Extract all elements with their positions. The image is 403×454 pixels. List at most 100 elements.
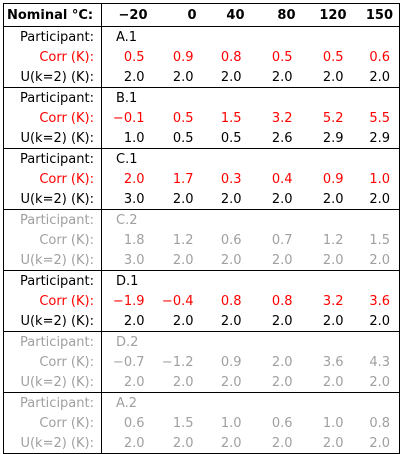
participant-label: Participant: <box>3 392 102 413</box>
uncertainty-value: 2.0 <box>352 433 400 454</box>
uncertainty-value: 2.0 <box>202 189 251 210</box>
correction-value: 0.8 <box>352 413 400 433</box>
uncertainty-label: U(k=2) (K): <box>3 372 102 393</box>
uncertainty-value: 2.0 <box>153 250 203 271</box>
uncertainty-value: 3.0 <box>101 189 154 210</box>
uncertainty-value: 2.0 <box>153 67 203 88</box>
correction-value: 0.8 <box>220 49 242 65</box>
correction-value: −1.9 <box>112 293 145 309</box>
correction-value: 4.3 <box>352 352 400 372</box>
uncertainty-row: U(k=2) (K): 1.0 0.5 0.5 2.6 2.9 2.9 <box>3 128 400 149</box>
uncertainty-label: U(k=2) (K): <box>3 67 102 88</box>
correction-value: 1.5 <box>352 230 400 250</box>
correction-value: 1.5 <box>172 415 194 431</box>
correction-value: 1.0 <box>322 415 344 431</box>
uncertainty-label: U(k=2) (K): <box>3 250 102 271</box>
correction-row: Corr (K): −0.7 −1.2 0.9 2.0 3.6 4.3 <box>3 352 400 372</box>
uncertainty-value: 2.0 <box>202 67 251 88</box>
uncertainty-label: U(k=2) (K): <box>3 433 102 454</box>
correction-value: 0.8 <box>220 293 242 309</box>
uncertainty-value: 0.5 <box>153 128 203 149</box>
correction-value: 2.0 <box>271 354 293 370</box>
uncertainty-value: 2.0 <box>352 311 400 332</box>
participant-block: Participant: A.1 Corr (K): 0.5 0.9 0.8 0.5 0.5 0… <box>3 26 400 88</box>
uncertainty-value: 2.0 <box>250 433 302 454</box>
correction-value: 0.5 <box>123 49 145 65</box>
participant-row: Participant: A.1 <box>3 26 400 47</box>
correction-label: Corr (K): <box>3 230 102 250</box>
participant-name: C.1 <box>101 148 400 169</box>
correction-value: 1.2 <box>322 232 344 248</box>
uncertainty-value: 2.0 <box>101 372 154 393</box>
participant-label: Participant: <box>3 26 102 47</box>
uncertainty-label: U(k=2) (K): <box>3 128 102 149</box>
uncertainty-value: 2.0 <box>352 189 400 210</box>
correction-value: 0.9 <box>220 354 242 370</box>
temp-header: 40 <box>202 3 251 27</box>
participant-name: D.1 <box>101 270 400 291</box>
correction-value: 0.6 <box>271 415 293 431</box>
correction-value: 0.5 <box>322 49 344 65</box>
uncertainty-value: 2.0 <box>202 372 251 393</box>
correction-value: 1.8 <box>123 232 145 248</box>
uncertainty-row: U(k=2) (K): 2.0 2.0 2.0 2.0 2.0 2.0 <box>3 311 400 332</box>
participant-name: B.1 <box>101 87 400 108</box>
uncertainty-value: 2.0 <box>250 189 302 210</box>
uncertainty-value: 1.0 <box>101 128 154 149</box>
correction-value: 0.5 <box>172 110 194 126</box>
uncertainty-row: U(k=2) (K): 3.0 2.0 2.0 2.0 2.0 2.0 <box>3 250 400 271</box>
correction-value: 0.5 <box>271 49 293 65</box>
correction-row: Corr (K): −0.1 0.5 1.5 3.2 5.2 5.5 <box>3 108 400 128</box>
uncertainty-value: 2.0 <box>101 67 154 88</box>
uncertainty-row: U(k=2) (K): 2.0 2.0 2.0 2.0 2.0 2.0 <box>3 67 400 88</box>
uncertainty-value: 2.0 <box>301 189 353 210</box>
uncertainty-value: 2.0 <box>352 372 400 393</box>
uncertainty-value: 2.0 <box>202 311 251 332</box>
participant-label: Participant: <box>3 270 102 291</box>
correction-row: Corr (K): 2.0 1.7 0.3 0.4 0.9 1.0 <box>3 169 400 189</box>
correction-label: Corr (K): <box>3 413 102 433</box>
uncertainty-value: 2.0 <box>301 372 353 393</box>
uncertainty-value: 2.0 <box>250 311 302 332</box>
participant-label: Participant: <box>3 148 102 169</box>
correction-value: 1.7 <box>172 171 194 187</box>
correction-row: Corr (K): 0.6 1.5 1.0 0.6 1.0 0.8 <box>3 413 400 433</box>
uncertainty-value: 2.0 <box>301 67 353 88</box>
correction-value: 3.6 <box>352 291 400 311</box>
participant-name: D.2 <box>101 331 400 352</box>
participant-label: Participant: <box>3 87 102 108</box>
uncertainty-value: 3.0 <box>101 250 154 271</box>
participant-label: Participant: <box>3 331 102 352</box>
uncertainty-value: 2.0 <box>301 433 353 454</box>
participant-name: A.1 <box>101 26 400 47</box>
uncertainty-label: U(k=2) (K): <box>3 311 102 332</box>
correction-value: −0.1 <box>112 110 145 126</box>
uncertainty-value: 2.0 <box>250 372 302 393</box>
correction-value: 0.9 <box>322 171 344 187</box>
correction-label: Corr (K): <box>3 169 102 189</box>
uncertainty-value: 2.0 <box>301 250 353 271</box>
participant-row: Participant: C.1 <box>3 148 400 169</box>
correction-value: 1.2 <box>172 232 194 248</box>
temp-header: 120 <box>301 3 353 27</box>
uncertainty-value: 2.6 <box>250 128 302 149</box>
uncertainty-value: 2.0 <box>101 311 154 332</box>
uncertainty-value: 2.0 <box>352 250 400 271</box>
temp-header: 80 <box>250 3 302 27</box>
correction-value: 0.6 <box>220 232 242 248</box>
uncertainty-row: U(k=2) (K): 3.0 2.0 2.0 2.0 2.0 2.0 <box>3 189 400 210</box>
uncertainty-value: 2.0 <box>301 311 353 332</box>
uncertainty-value: 2.0 <box>153 189 203 210</box>
participant-block: Participant: A.2 Corr (K): 0.6 1.5 1.0 0.6 1.0 0… <box>3 392 400 454</box>
participant-label: Participant: <box>3 209 102 230</box>
uncertainty-value: 2.0 <box>101 433 154 454</box>
correction-value: −1.2 <box>161 354 194 370</box>
correction-value: 0.4 <box>271 171 293 187</box>
correction-value: 5.5 <box>352 108 400 128</box>
participant-block: Participant: D.2 Corr (K): −0.7 −1.2 0.9 2.0 3.… <box>3 331 400 393</box>
header-row: Nominal °C: −20 0 40 80 120 150 <box>3 3 400 27</box>
correction-row: Corr (K): 1.8 1.2 0.6 0.7 1.2 1.5 <box>3 230 400 250</box>
uncertainty-value: 2.9 <box>301 128 353 149</box>
participant-row: Participant: B.1 <box>3 87 400 108</box>
participant-block: Participant: B.1 Corr (K): −0.1 0.5 1.5 3.2 5.2… <box>3 87 400 149</box>
